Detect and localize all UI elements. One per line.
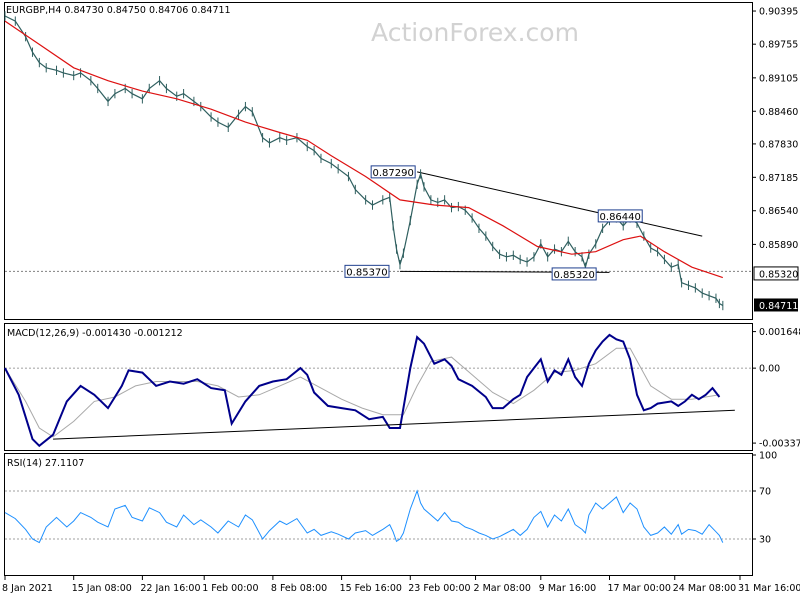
- annotation-box: [344, 264, 390, 278]
- rsi-y-tick-label: 30: [759, 535, 771, 546]
- x-tick-label: 2 Mar 08:00: [474, 583, 531, 594]
- y-tick-label: 0.88460: [759, 107, 798, 118]
- y-tick-label: 0.85890: [759, 240, 798, 251]
- rsi-header: RSI(14) 27.1107: [7, 458, 84, 469]
- main-panel-frame: [4, 2, 753, 320]
- x-tick-label: 22 Jan 16:00: [140, 583, 200, 594]
- annotation-box: [370, 165, 416, 179]
- y-tick-label: 0.87185: [759, 173, 798, 184]
- rsi-y-tick-label: 100: [759, 451, 777, 462]
- main-header: EURGBP,H4 0.84730 0.84750 0.84706 0.8471…: [6, 5, 231, 16]
- macd-y-tick-label: -0.003379: [759, 439, 800, 450]
- main-plot: 0.87290 0.85370 0.85320 0.86440: [4, 11, 752, 311]
- y-tick-label: 0.90395: [759, 7, 798, 18]
- current-price-label: 0.84711: [759, 301, 798, 312]
- y-tick-label: 0.87830: [759, 139, 798, 150]
- macd-y-tick-label: 0.00: [759, 364, 780, 375]
- x-tick-label: 1 Feb 00:00: [202, 583, 258, 594]
- x-tick-label: 9 Mar 16:00: [539, 583, 596, 594]
- x-tick-label: 15 Feb 16:00: [340, 583, 402, 594]
- annotation-label: 0.85370: [346, 267, 387, 278]
- rsi-panel-frame: [4, 453, 753, 576]
- x-tick-label: 8 Feb 08:00: [271, 583, 327, 594]
- y-tick-label: 0.89755: [759, 40, 798, 51]
- annotation-label: 0.86440: [600, 212, 641, 223]
- x-tick-label: 24 Mar 08:00: [673, 583, 736, 594]
- macd-panel-frame: [4, 323, 753, 451]
- x-tick-label: 23 Feb 00:00: [408, 583, 470, 594]
- annotation-box: [551, 267, 597, 281]
- x-tick-label: 15 Jan 08:00: [72, 583, 132, 594]
- x-tick-label: 31 Mar 16:00: [738, 583, 800, 594]
- annotation-box: [597, 209, 643, 223]
- x-tick-label: 17 Mar 00:00: [607, 583, 670, 594]
- x-tick-label: 8 Jan 2021: [2, 583, 53, 594]
- annotation-label: 0.85320: [553, 270, 594, 281]
- macd-header: MACD(12,26,9) -0.001430 -0.001212: [7, 328, 183, 339]
- macd-line: [4, 333, 721, 448]
- watermark: ActionForex.com: [371, 18, 579, 47]
- level-price-label: 0.85320: [759, 269, 798, 280]
- rsi-y-tick-label: 70: [759, 487, 771, 498]
- y-axes: 0.90395 0.89755 0.89105 0.88460 0.87830 0.871…: [752, 7, 800, 546]
- level-price-tag: [753, 266, 799, 281]
- rsi-line: [4, 489, 724, 544]
- macd-plot: [4, 333, 752, 448]
- moving-average-line: [4, 20, 723, 279]
- y-tick-label: 0.89105: [759, 73, 798, 84]
- current-price-tag: [754, 298, 798, 312]
- y-tick-label: 0.86540: [759, 206, 798, 217]
- x-axis: 8 Jan 2021 15 Jan 08:00 22 Jan 16:00 1 Feb …: [2, 576, 800, 594]
- macd-trend-line: [53, 409, 735, 440]
- rsi-plot: [4, 489, 752, 544]
- macd-y-tick-label: 0.001648: [759, 327, 800, 338]
- annotation-label: 0.87290: [372, 168, 413, 179]
- trend-line-1: [417, 171, 703, 237]
